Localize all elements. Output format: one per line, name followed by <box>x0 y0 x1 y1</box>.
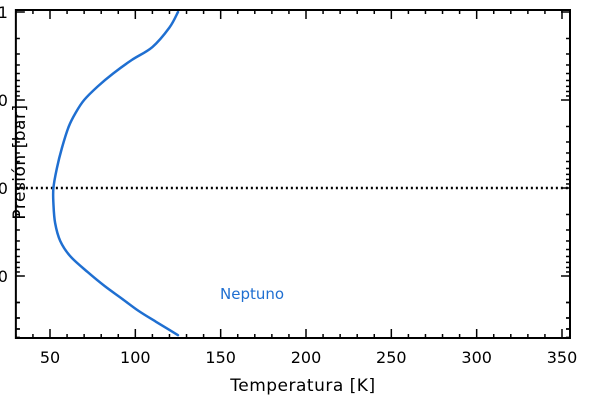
series-line-neptuno <box>51 10 180 337</box>
x-tick-label: 200 <box>291 348 322 367</box>
y-axis-title: Presión [bar] <box>10 104 30 219</box>
x-tick-label: 100 <box>120 348 151 367</box>
x-tick-label: 50 <box>40 348 60 367</box>
x-tick-label: 250 <box>376 348 407 367</box>
series-label-neptuno: Neptuno <box>220 285 284 303</box>
y-tick-label: 0.001 <box>0 3 8 22</box>
x-tick-label: 300 <box>461 348 492 367</box>
ticks-layer <box>15 10 570 339</box>
y-tick-label: 0.100 <box>0 179 8 198</box>
x-tick-label: 350 <box>547 348 578 367</box>
y-tick-label: 1.000 <box>0 267 8 286</box>
x-axis-title: Temperatura [K] <box>229 376 375 396</box>
x-tick-label: 150 <box>205 348 236 367</box>
x-tick-labels: 50 100 150 200 250 300 350 <box>40 348 577 367</box>
y-tick-labels: 0.001 0.010 0.100 1.000 <box>0 3 8 286</box>
plot-frame <box>14 9 572 339</box>
y-tick-label: 0.010 <box>0 91 8 110</box>
